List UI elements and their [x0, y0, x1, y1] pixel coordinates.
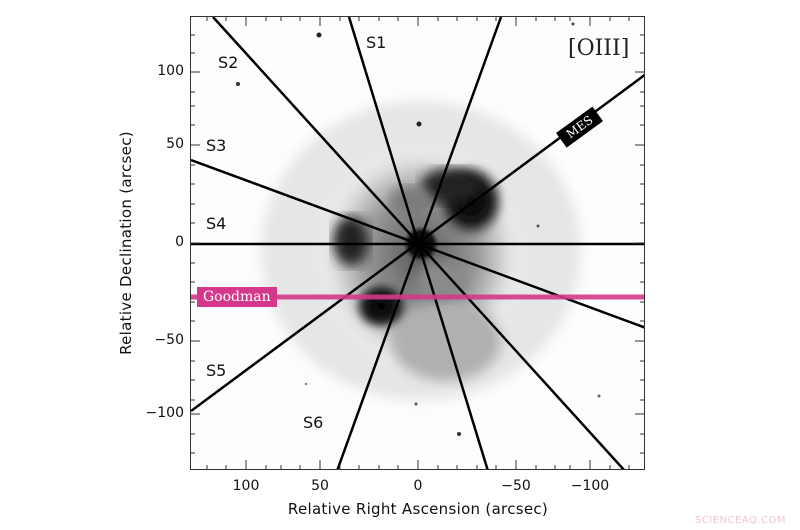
filter-label: [OIII]	[568, 36, 630, 61]
y-tick-label: 50	[166, 136, 184, 152]
y-tick-label: 100	[157, 63, 184, 79]
x-axis-title: Relative Right Ascension (arcsec)	[287, 500, 549, 518]
x-tick-label: 0	[413, 478, 423, 494]
slit-label-s2: S2	[218, 53, 239, 72]
goodman-slit-label: Goodman	[197, 287, 277, 307]
x-tick-label: −100	[570, 478, 610, 494]
y-tick-label: 0	[175, 234, 184, 250]
y-tick-label: −100	[145, 405, 184, 421]
y-axis-title: Relative Declination (arcsec)	[117, 131, 135, 355]
slit-label-s5: S5	[206, 361, 227, 380]
x-tick-label: −50	[501, 478, 531, 494]
slit-label-s6: S6	[303, 413, 324, 432]
plot-area	[190, 16, 645, 470]
y-tick-label: −50	[154, 332, 184, 348]
slit-label-s4: S4	[206, 214, 227, 233]
x-tick-label: 100	[232, 478, 260, 494]
x-tick-label: 50	[311, 478, 329, 494]
watermark: SCIENCEAQ.COM	[694, 515, 786, 526]
slit-label-s3: S3	[206, 136, 227, 155]
slit-label-s1: S1	[366, 33, 387, 52]
nebula-image	[191, 17, 644, 469]
